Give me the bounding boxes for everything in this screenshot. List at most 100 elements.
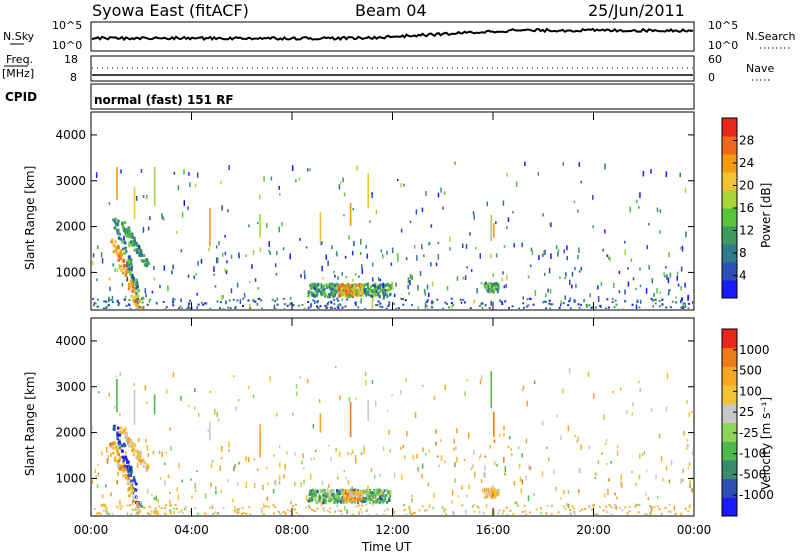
range-cell bbox=[490, 289, 493, 293]
range-cell bbox=[355, 505, 358, 508]
range-cell bbox=[116, 268, 119, 273]
range-cell bbox=[691, 450, 693, 456]
range-cell bbox=[443, 510, 446, 513]
range-cell bbox=[98, 512, 101, 515]
range-cell bbox=[405, 377, 407, 382]
range-cell bbox=[139, 461, 143, 465]
range-cell bbox=[653, 506, 656, 509]
range-cell bbox=[493, 509, 495, 515]
range-cell bbox=[333, 298, 336, 301]
range-cell bbox=[312, 299, 315, 302]
range-cell bbox=[313, 457, 315, 461]
range-cell bbox=[164, 462, 166, 466]
colorbar-segment bbox=[722, 136, 737, 155]
range-cell bbox=[119, 237, 123, 241]
range-cell bbox=[486, 487, 489, 491]
range-cell bbox=[483, 491, 486, 495]
range-cell bbox=[503, 456, 505, 463]
range-cell bbox=[377, 285, 380, 289]
range-cell bbox=[143, 263, 147, 267]
range-cell bbox=[189, 299, 192, 302]
range-cell bbox=[397, 255, 399, 262]
range-cell bbox=[316, 293, 319, 297]
range-cell bbox=[252, 250, 255, 256]
range-cell bbox=[181, 479, 184, 483]
range-cell bbox=[135, 501, 139, 505]
range-cell bbox=[262, 484, 264, 491]
range-cell bbox=[502, 509, 505, 512]
range-cell bbox=[580, 180, 583, 184]
range-cell bbox=[119, 413, 121, 416]
range-cell bbox=[559, 497, 562, 500]
range-cell bbox=[373, 291, 376, 295]
range-cell bbox=[588, 445, 591, 449]
range-cell bbox=[330, 287, 333, 291]
range-cell bbox=[356, 165, 358, 171]
range-cell bbox=[140, 168, 143, 173]
range-cell bbox=[197, 512, 200, 515]
range-cell bbox=[610, 514, 613, 515]
range-cell bbox=[133, 248, 136, 252]
range-cell bbox=[385, 493, 388, 497]
range-cell bbox=[664, 275, 666, 278]
range-cell bbox=[308, 499, 311, 503]
range-cell bbox=[126, 504, 129, 507]
range-cell bbox=[100, 252, 103, 258]
range-cell bbox=[575, 283, 577, 289]
range-cell bbox=[613, 503, 616, 506]
range-cell bbox=[347, 480, 350, 486]
range-cell bbox=[123, 241, 127, 245]
range-cell bbox=[393, 293, 396, 298]
range-cell bbox=[498, 509, 501, 512]
range-cell bbox=[631, 470, 633, 474]
range-cell bbox=[136, 301, 140, 305]
range-cell bbox=[152, 450, 155, 455]
range-cell bbox=[548, 299, 551, 302]
range-cell bbox=[121, 431, 124, 435]
range-cell bbox=[650, 297, 653, 300]
range-cell bbox=[345, 490, 348, 494]
range-cell bbox=[621, 308, 624, 309]
range-cell bbox=[574, 266, 576, 271]
range-cell bbox=[274, 263, 277, 268]
range-cell bbox=[367, 173, 369, 209]
range-cell bbox=[236, 299, 239, 302]
range-cell bbox=[535, 508, 538, 511]
range-cell bbox=[539, 507, 542, 510]
range-cell bbox=[516, 504, 519, 507]
range-cell bbox=[134, 508, 137, 511]
range-cell bbox=[224, 251, 227, 256]
velocity-scatter bbox=[92, 366, 693, 515]
range-cell bbox=[499, 433, 501, 437]
range-cell bbox=[110, 452, 112, 458]
range-cell bbox=[322, 292, 325, 296]
range-cell bbox=[270, 176, 273, 181]
range-cell bbox=[359, 291, 362, 295]
range-cell bbox=[309, 286, 312, 290]
range-cell bbox=[594, 306, 597, 309]
range-cell bbox=[595, 472, 598, 476]
range-cell bbox=[110, 492, 112, 497]
range-cell bbox=[364, 497, 367, 501]
range-cell bbox=[179, 305, 182, 308]
range-cell bbox=[196, 470, 198, 473]
range-cell bbox=[376, 497, 379, 501]
range-cell bbox=[96, 278, 98, 282]
range-cell bbox=[248, 224, 250, 228]
range-cell bbox=[133, 239, 136, 243]
range-cell bbox=[337, 276, 339, 280]
range-cell bbox=[538, 255, 540, 261]
range-cell bbox=[486, 201, 489, 207]
range-cell bbox=[419, 270, 422, 277]
range-cell bbox=[189, 307, 192, 309]
range-cell bbox=[343, 470, 346, 473]
range-cell bbox=[613, 306, 616, 309]
range-cell bbox=[341, 286, 344, 290]
range-cell bbox=[112, 451, 115, 455]
range-cell bbox=[372, 298, 374, 303]
range-cell bbox=[532, 303, 535, 306]
range-cell bbox=[124, 273, 127, 277]
range-cell bbox=[620, 474, 622, 481]
range-cell bbox=[382, 446, 385, 451]
range-cell bbox=[320, 490, 323, 494]
